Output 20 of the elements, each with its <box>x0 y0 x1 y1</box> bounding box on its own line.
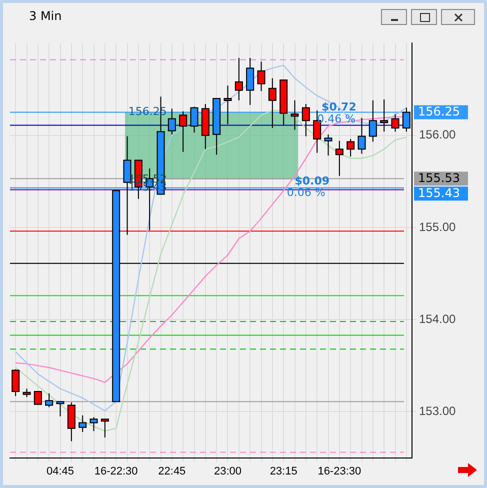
x-tick-label: 23:15 <box>270 465 298 478</box>
y-tick-label: 154.00 <box>419 312 456 326</box>
annotation: 156.25 <box>128 105 167 118</box>
ref-line-label: 155.43 <box>418 186 460 200</box>
annotation: 0.06 % <box>286 186 326 200</box>
chart-title: 3 Min <box>29 9 62 23</box>
y-tick-label: 155.00 <box>419 220 456 234</box>
x-tick-label: 16-23:30 <box>318 465 362 478</box>
x-tick-label: 22:45 <box>158 465 186 478</box>
y-tick-label: 153.00 <box>419 404 456 418</box>
ref-line-label: 156.25 <box>418 104 460 118</box>
annotation: 155.43 <box>128 180 167 194</box>
annotation: $0.09 <box>294 174 330 188</box>
x-tick-label: 04:45 <box>46 465 74 478</box>
ref-line-label: 155.53 <box>418 170 460 185</box>
y-tick-label: 156.00 <box>419 128 456 142</box>
annotation: 0.46 % <box>317 112 356 126</box>
annotation: $0.72 <box>322 100 356 114</box>
x-tick-label: 16-22:30 <box>94 465 138 478</box>
x-tick-label: 23:00 <box>214 465 242 478</box>
